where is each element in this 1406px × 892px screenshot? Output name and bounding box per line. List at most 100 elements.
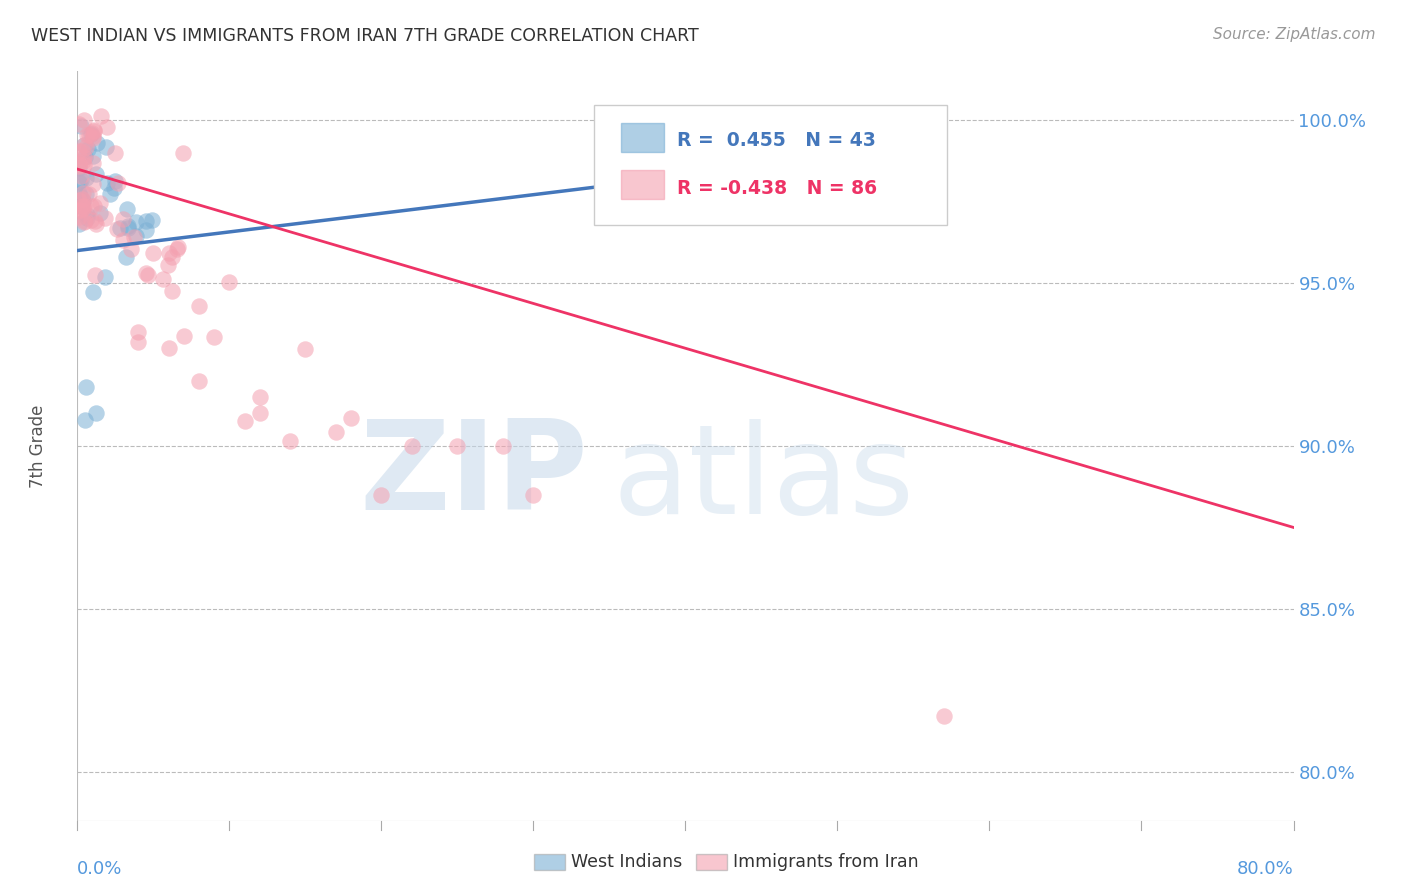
Point	[127, 325, 149, 339]
Point	[75, 213, 97, 227]
Text: R = -0.438   N = 86: R = -0.438 N = 86	[676, 178, 877, 197]
Point	[80, 128, 103, 142]
Point	[104, 174, 127, 188]
Point	[73, 113, 96, 128]
Point	[73, 137, 96, 152]
Point	[82, 149, 104, 163]
Point	[249, 391, 271, 405]
Text: West Indians: West Indians	[571, 853, 682, 871]
Point	[202, 330, 225, 344]
Point	[70, 145, 93, 159]
Point	[160, 250, 183, 264]
Point	[606, 188, 628, 202]
Point	[142, 246, 165, 260]
Point	[67, 144, 90, 158]
Point	[76, 211, 98, 225]
Point	[72, 186, 94, 201]
Point	[136, 268, 159, 282]
Text: R =  0.455   N = 43: R = 0.455 N = 43	[676, 131, 876, 151]
Point	[103, 145, 125, 160]
Point	[173, 329, 195, 343]
Point	[125, 215, 148, 229]
Point	[69, 189, 91, 203]
Point	[96, 139, 118, 153]
Bar	[621, 170, 664, 199]
Point	[84, 167, 107, 181]
Point	[67, 176, 90, 190]
Point	[86, 136, 108, 150]
Bar	[621, 123, 664, 152]
Point	[135, 222, 157, 236]
Point	[75, 380, 97, 394]
Point	[69, 119, 91, 133]
Point	[103, 181, 125, 195]
Point	[80, 212, 103, 227]
Point	[157, 341, 180, 355]
Point	[401, 439, 423, 453]
FancyBboxPatch shape	[595, 105, 946, 225]
Point	[76, 128, 98, 142]
Point	[82, 131, 104, 145]
Point	[67, 159, 90, 173]
Point	[932, 709, 955, 723]
Point	[111, 233, 134, 247]
Point	[172, 145, 194, 160]
Point	[73, 150, 96, 164]
Point	[115, 250, 138, 264]
Point	[233, 414, 256, 428]
Point	[67, 161, 90, 175]
Point	[124, 230, 146, 244]
Point	[77, 142, 100, 156]
Point	[135, 266, 157, 280]
Point	[83, 124, 105, 138]
Point	[70, 192, 93, 206]
Point	[83, 199, 105, 213]
Point	[446, 439, 468, 453]
Text: 7th Grade: 7th Grade	[30, 404, 48, 488]
Point	[117, 219, 139, 233]
Point	[73, 138, 96, 153]
Point	[67, 217, 90, 231]
Point	[127, 334, 149, 349]
Point	[121, 242, 143, 256]
Point	[117, 221, 139, 235]
Point	[83, 122, 105, 136]
Point	[72, 153, 94, 168]
Point	[80, 126, 103, 140]
Point	[157, 245, 180, 260]
Point	[152, 271, 174, 285]
Point	[115, 202, 138, 217]
Point	[72, 201, 94, 215]
Text: 80.0%: 80.0%	[1237, 860, 1294, 878]
Point	[141, 212, 163, 227]
Point	[67, 186, 90, 201]
Point	[522, 488, 544, 502]
Point	[294, 343, 316, 357]
Point	[69, 169, 91, 183]
Point	[70, 202, 93, 217]
Point	[82, 129, 104, 144]
Point	[94, 211, 117, 226]
Point	[166, 242, 188, 256]
Point	[340, 411, 363, 425]
Point	[82, 285, 104, 300]
Text: WEST INDIAN VS IMMIGRANTS FROM IRAN 7TH GRADE CORRELATION CHART: WEST INDIAN VS IMMIGRANTS FROM IRAN 7TH …	[31, 27, 699, 45]
Point	[107, 176, 129, 190]
Point	[77, 128, 100, 142]
Point	[90, 110, 112, 124]
Point	[278, 434, 301, 449]
Point	[80, 199, 103, 213]
Point	[105, 222, 128, 236]
Text: 0.0%: 0.0%	[77, 860, 122, 878]
Point	[75, 187, 97, 202]
Point	[93, 269, 115, 284]
Point	[218, 275, 240, 289]
Point	[67, 117, 90, 131]
Point	[370, 488, 392, 502]
Point	[125, 228, 148, 243]
Point	[188, 374, 211, 388]
Point	[108, 220, 131, 235]
Point	[659, 172, 682, 186]
Point	[98, 186, 121, 201]
Point	[67, 156, 90, 170]
